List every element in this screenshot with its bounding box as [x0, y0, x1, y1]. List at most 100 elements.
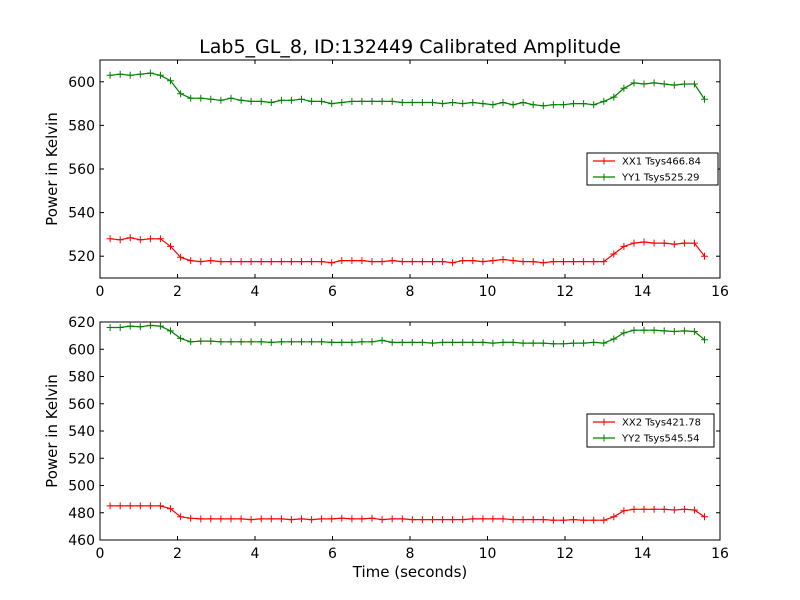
data-point — [358, 97, 366, 105]
data-point — [439, 100, 447, 108]
x-tick-label: 8 — [406, 284, 415, 300]
data-point — [580, 258, 588, 266]
data-point — [267, 338, 275, 346]
data-point — [660, 327, 668, 335]
data-point — [136, 323, 144, 331]
data-point — [388, 257, 396, 265]
data-point — [469, 338, 477, 346]
data-point — [650, 79, 658, 87]
data-point — [388, 515, 396, 523]
data-point — [217, 338, 225, 346]
data-point — [690, 506, 698, 514]
data-point — [479, 100, 487, 108]
data-point — [358, 338, 366, 346]
data-point — [519, 99, 527, 106]
data-point — [670, 81, 678, 89]
data-point — [529, 516, 537, 524]
data-point — [610, 250, 618, 258]
data-point — [298, 338, 305, 346]
data-point — [378, 258, 386, 266]
data-point — [237, 96, 245, 104]
data-point — [650, 505, 658, 513]
data-point — [489, 339, 497, 347]
data-point — [247, 516, 255, 524]
data-point — [469, 99, 477, 106]
data-point — [529, 258, 537, 266]
data-point — [489, 515, 497, 523]
data-point — [459, 338, 467, 346]
data-point — [257, 515, 265, 523]
data-point — [156, 322, 164, 330]
x-tick-label: 16 — [711, 546, 729, 562]
x-tick-label: 4 — [251, 546, 260, 562]
x-tick-label: 0 — [96, 284, 105, 300]
data-point — [348, 257, 356, 265]
data-point — [298, 515, 305, 523]
data-point — [610, 93, 618, 101]
data-point — [156, 71, 164, 79]
chart-title: Lab5_GL_8, ID:132449 Calibrated Amplitud… — [199, 36, 621, 58]
data-point — [670, 240, 678, 248]
data-point — [479, 338, 487, 346]
legend: XX2 Tsys421.78 YY2 Tsys545.54 — [586, 413, 715, 448]
data-point — [590, 258, 598, 266]
data-point — [167, 77, 174, 85]
data-point — [237, 258, 245, 266]
legend: XX1 Tsys466.84 YY1 Tsys525.29 — [586, 152, 719, 186]
data-point — [449, 338, 457, 346]
data-point — [146, 321, 154, 329]
data-point — [257, 258, 265, 266]
data-point — [630, 326, 638, 334]
data-point — [348, 515, 356, 523]
data-point — [298, 258, 305, 266]
data-point — [298, 95, 305, 103]
data-point — [630, 505, 638, 513]
data-point — [570, 339, 577, 347]
data-point — [308, 258, 316, 266]
data-point — [499, 515, 507, 523]
data-point — [570, 516, 577, 524]
data-point — [549, 516, 557, 524]
data-point — [368, 338, 376, 346]
data-point — [126, 234, 134, 242]
data-point — [499, 99, 507, 106]
data-point — [177, 253, 185, 261]
x-tick-label: 6 — [328, 546, 337, 562]
data-point — [378, 97, 386, 105]
data-point — [439, 258, 447, 266]
data-point — [328, 259, 336, 267]
data-point — [459, 516, 467, 524]
data-point — [549, 258, 557, 266]
data-point — [197, 337, 205, 345]
data-point — [177, 334, 185, 342]
x-tick-label: 10 — [479, 284, 497, 300]
data-point — [247, 338, 255, 346]
data-point — [630, 79, 638, 87]
data-point — [267, 515, 275, 523]
data-point — [620, 242, 628, 250]
data-point — [217, 258, 225, 266]
data-point — [318, 258, 326, 266]
x-axis-label: Time (seconds) — [352, 563, 468, 581]
data-point — [227, 94, 235, 102]
data-point — [388, 97, 396, 105]
data-point — [620, 84, 628, 92]
data-point — [499, 256, 507, 263]
data-point — [600, 97, 608, 105]
data-point — [197, 515, 205, 523]
data-point — [600, 258, 608, 266]
data-point — [328, 338, 336, 346]
data-point — [560, 101, 567, 109]
data-point — [529, 339, 537, 347]
x-tick-label: 2 — [173, 546, 182, 562]
y-tick-label: 580 — [68, 370, 95, 386]
data-point — [398, 515, 406, 523]
data-point — [126, 502, 134, 510]
data-point — [690, 328, 698, 335]
data-point — [469, 515, 477, 523]
data-point — [368, 258, 376, 266]
legend-marker — [600, 157, 608, 165]
data-point — [338, 338, 346, 346]
data-point — [277, 258, 285, 266]
data-point — [680, 327, 688, 335]
